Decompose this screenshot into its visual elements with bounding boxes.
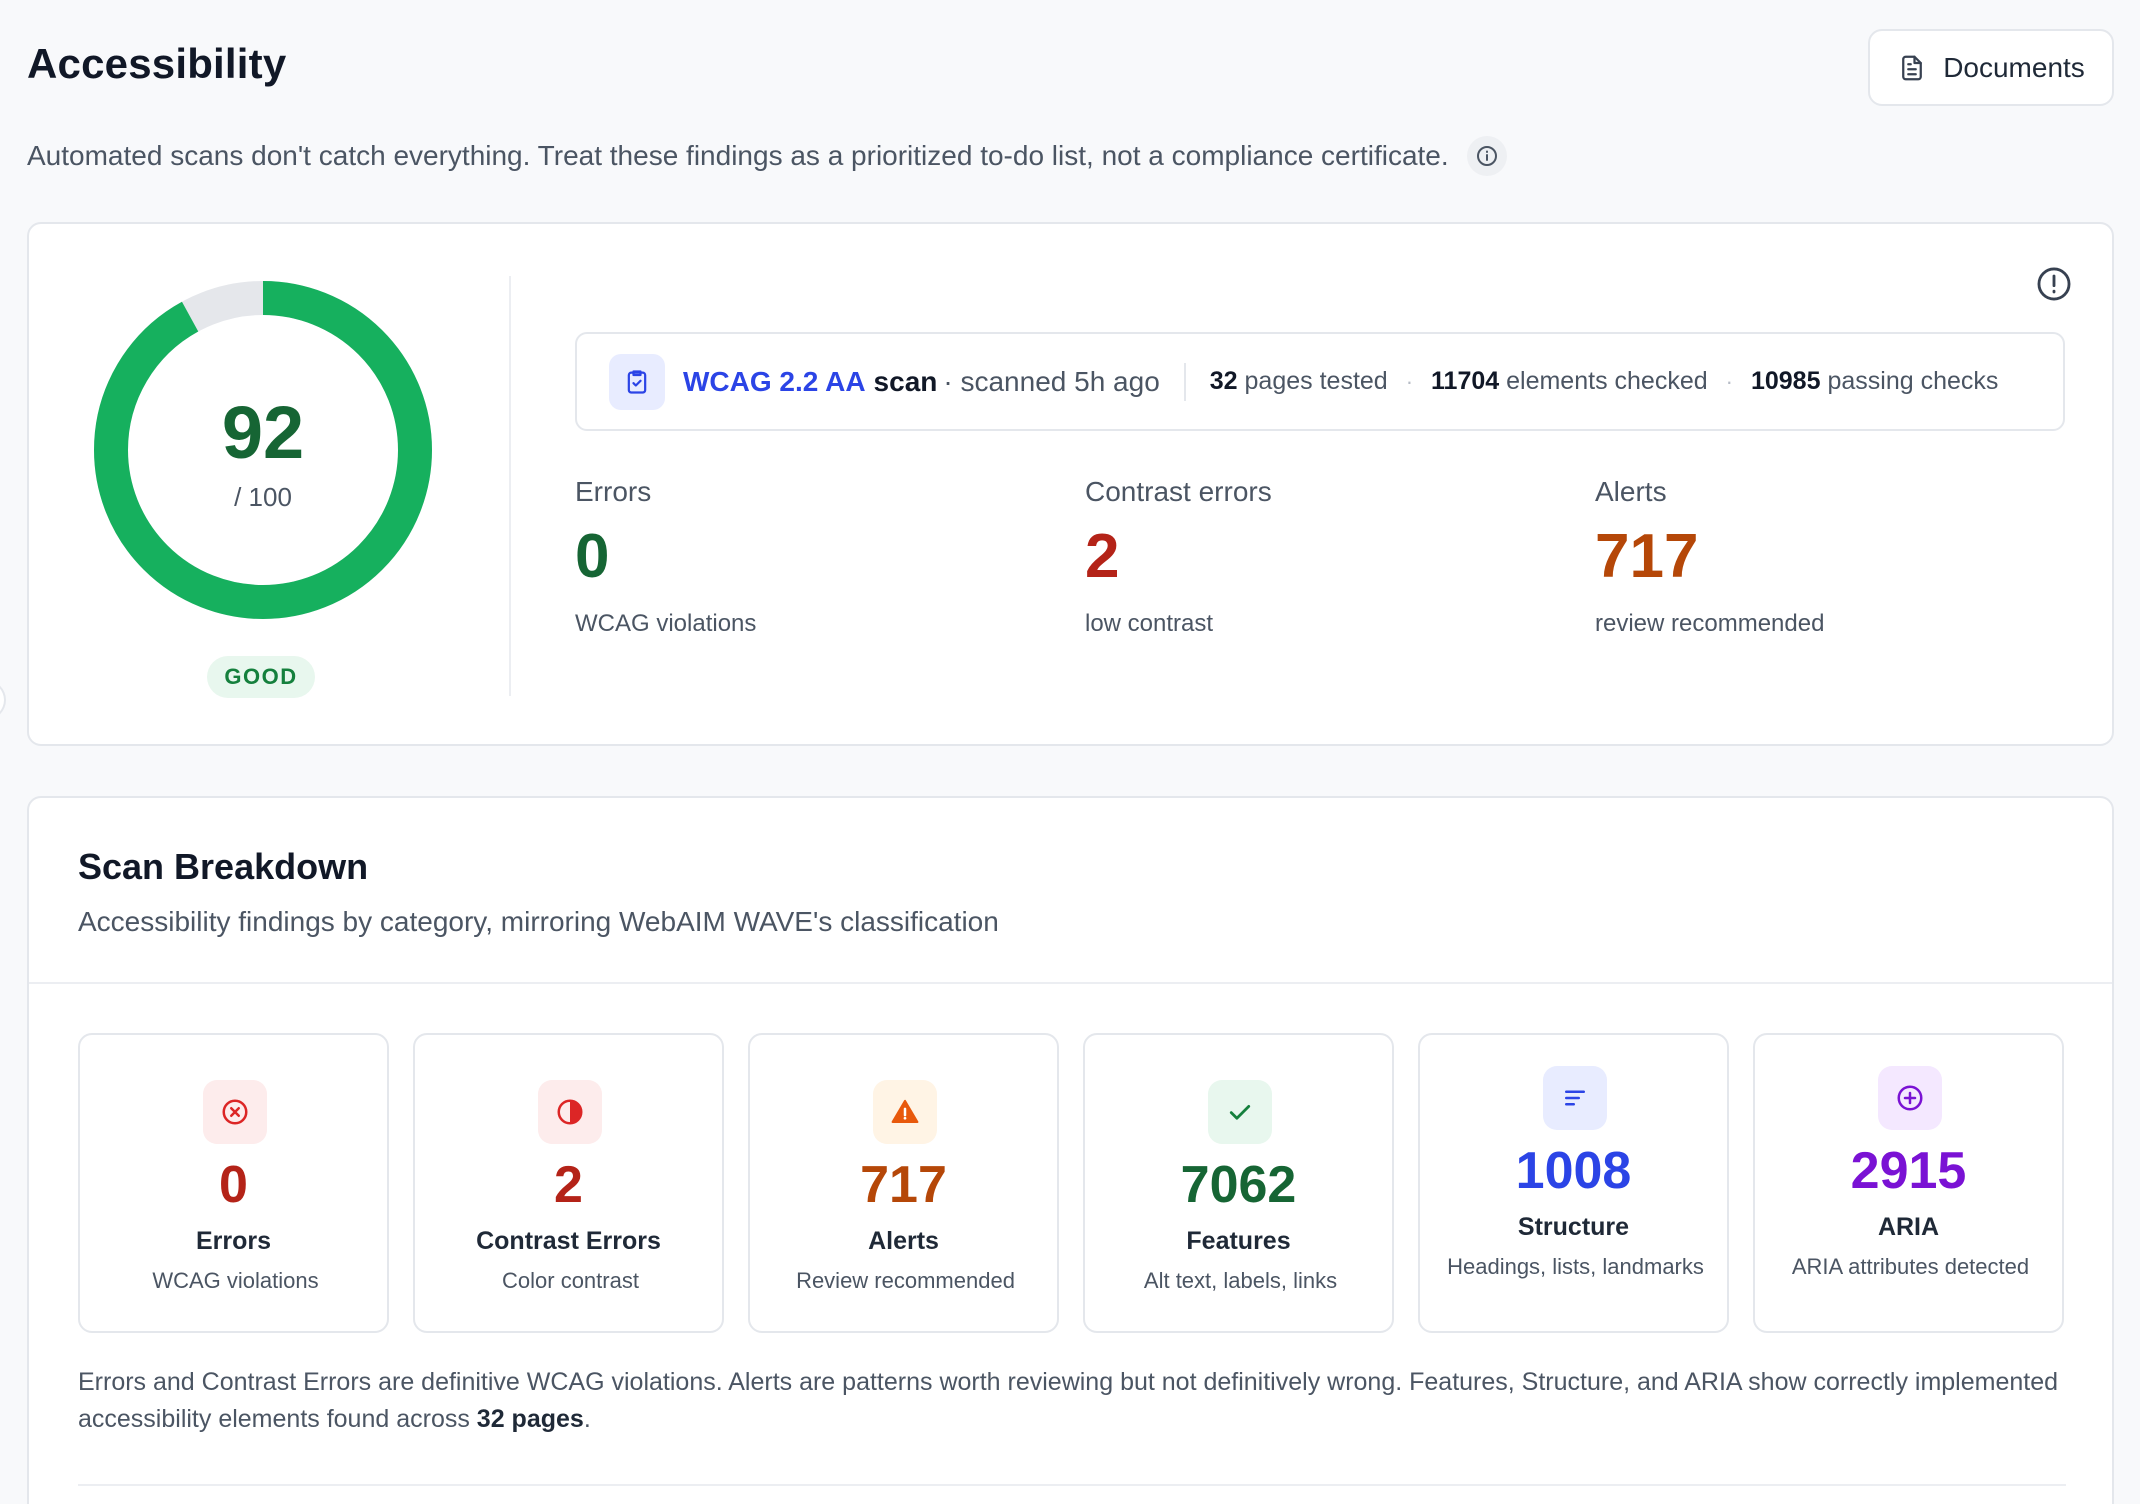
metric-sub: review recommended bbox=[1595, 610, 1825, 637]
pages-label: pages tested bbox=[1244, 367, 1388, 395]
scan-breakdown-card: Scan Breakdown Accessibility findings by… bbox=[27, 796, 2114, 1504]
pages-tested-stat: 32 pages tested bbox=[1210, 367, 1388, 396]
tile-value: 0 bbox=[219, 1156, 248, 1214]
metric-value: 717 bbox=[1595, 522, 1699, 591]
bottom-divider bbox=[78, 1484, 2066, 1486]
x-circle-icon bbox=[203, 1080, 267, 1144]
documents-button-label: Documents bbox=[1943, 51, 2085, 83]
footnote-bold: 32 pages bbox=[476, 1405, 584, 1433]
scan-word: scan bbox=[873, 365, 938, 397]
warning-icon bbox=[873, 1080, 937, 1144]
tile-desc: Review recommended bbox=[796, 1268, 1015, 1293]
tile-label: Features bbox=[1186, 1227, 1291, 1255]
plus-circle-icon bbox=[1878, 1066, 1942, 1130]
alert-circle-icon[interactable] bbox=[2035, 265, 2073, 303]
breakdown-subtitle: Accessibility findings by category, mirr… bbox=[78, 906, 999, 937]
elements-label: elements checked bbox=[1506, 367, 1708, 395]
passing-label: passing checks bbox=[1827, 367, 1999, 395]
metric-contrast-errors: Contrast errors 2 low contrast bbox=[1085, 476, 1272, 638]
sidebar-toggle-handle[interactable] bbox=[0, 680, 6, 720]
tile-aria[interactable]: 2915 ARIA ARIA attributes detected bbox=[1753, 1033, 2064, 1333]
metric-sub: low contrast bbox=[1085, 610, 1214, 637]
score-max: / 100 bbox=[234, 482, 292, 512]
score-card: 92 / 100 GOOD WCAG 2.2 AA scan · scanned… bbox=[27, 222, 2114, 746]
elements-count: 11704 bbox=[1431, 367, 1500, 395]
documents-button[interactable]: Documents bbox=[1868, 29, 2114, 106]
tile-features[interactable]: 7062 Features Alt text, labels, links bbox=[1083, 1033, 1394, 1333]
tile-value: 717 bbox=[860, 1156, 947, 1214]
contrast-icon bbox=[538, 1080, 602, 1144]
metric-alerts: Alerts 717 review recommended bbox=[1595, 476, 1824, 638]
scan-separator bbox=[1183, 362, 1186, 401]
footnote-text: Errors and Contrast Errors are definitiv… bbox=[78, 1368, 2059, 1433]
footnote-end: . bbox=[583, 1405, 591, 1433]
grade-badge: GOOD bbox=[207, 656, 315, 698]
tile-value: 1008 bbox=[1515, 1142, 1632, 1200]
tile-value: 2 bbox=[554, 1156, 583, 1214]
tile-desc: ARIA attributes detected bbox=[1791, 1254, 2030, 1279]
breakdown-footnote: Errors and Contrast Errors are definitiv… bbox=[78, 1364, 2078, 1438]
subtitle-text: Automated scans don't catch everything. … bbox=[27, 140, 1449, 171]
metric-value: 0 bbox=[575, 522, 610, 591]
elements-checked-stat: 11704 elements checked bbox=[1431, 367, 1708, 396]
metric-label: Alerts bbox=[1595, 476, 1667, 507]
info-icon[interactable] bbox=[1466, 136, 1507, 176]
breakdown-title: Scan Breakdown bbox=[78, 846, 369, 887]
scan-time: · scanned 5h ago bbox=[943, 365, 1160, 397]
tile-value: 7062 bbox=[1180, 1156, 1297, 1214]
tile-desc: Headings, lists, landmarks bbox=[1447, 1254, 1704, 1279]
metric-value: 2 bbox=[1085, 522, 1120, 591]
tile-desc: Color contrast bbox=[502, 1268, 639, 1293]
page-subtitle: Automated scans don't catch everything. … bbox=[27, 136, 1507, 176]
tile-errors[interactable]: 0 Errors WCAG violations bbox=[78, 1033, 389, 1333]
pages-count: 32 bbox=[1209, 367, 1238, 395]
tile-label: Errors bbox=[195, 1227, 272, 1255]
vertical-divider bbox=[509, 276, 511, 696]
metric-errors: Errors 0 WCAG violations bbox=[575, 476, 756, 638]
score-value: 92 bbox=[221, 391, 305, 474]
stat-dot: · bbox=[1725, 368, 1733, 394]
tile-desc: WCAG violations bbox=[152, 1268, 319, 1293]
breakdown-divider bbox=[29, 982, 2112, 984]
check-icon bbox=[1208, 1080, 1272, 1144]
tile-contrast-errors[interactable]: 2 Contrast Errors Color contrast bbox=[413, 1033, 724, 1333]
tile-label: Contrast Errors bbox=[476, 1227, 661, 1255]
score-gauge bbox=[94, 281, 432, 619]
metric-label: Contrast errors bbox=[1085, 476, 1272, 507]
tile-structure[interactable]: 1008 Structure Headings, lists, landmark… bbox=[1418, 1033, 1729, 1333]
metric-sub: WCAG violations bbox=[575, 610, 757, 637]
document-icon bbox=[1902, 55, 1923, 80]
tile-label: Alerts bbox=[868, 1227, 939, 1255]
structure-icon bbox=[1543, 1066, 1607, 1130]
tile-label: Structure bbox=[1517, 1213, 1630, 1241]
passing-count: 10985 bbox=[1750, 367, 1821, 395]
scan-summary-bar: WCAG 2.2 AA scan · scanned 5h ago 32 pag… bbox=[575, 332, 2065, 431]
tile-desc: Alt text, labels, links bbox=[1143, 1268, 1338, 1293]
tile-alerts[interactable]: 717 Alerts Review recommended bbox=[748, 1033, 1059, 1333]
stat-dot: · bbox=[1405, 368, 1414, 394]
scan-standard: WCAG 2.2 AA bbox=[683, 365, 866, 397]
clipboard-check-icon bbox=[609, 353, 665, 410]
metric-label: Errors bbox=[575, 476, 652, 507]
tile-label: ARIA bbox=[1877, 1213, 1940, 1241]
passing-checks-stat: 10985 passing checks bbox=[1751, 367, 1998, 396]
page-title: Accessibility bbox=[27, 40, 287, 87]
tile-value: 2915 bbox=[1850, 1142, 1967, 1200]
gauge-arc bbox=[94, 281, 432, 619]
